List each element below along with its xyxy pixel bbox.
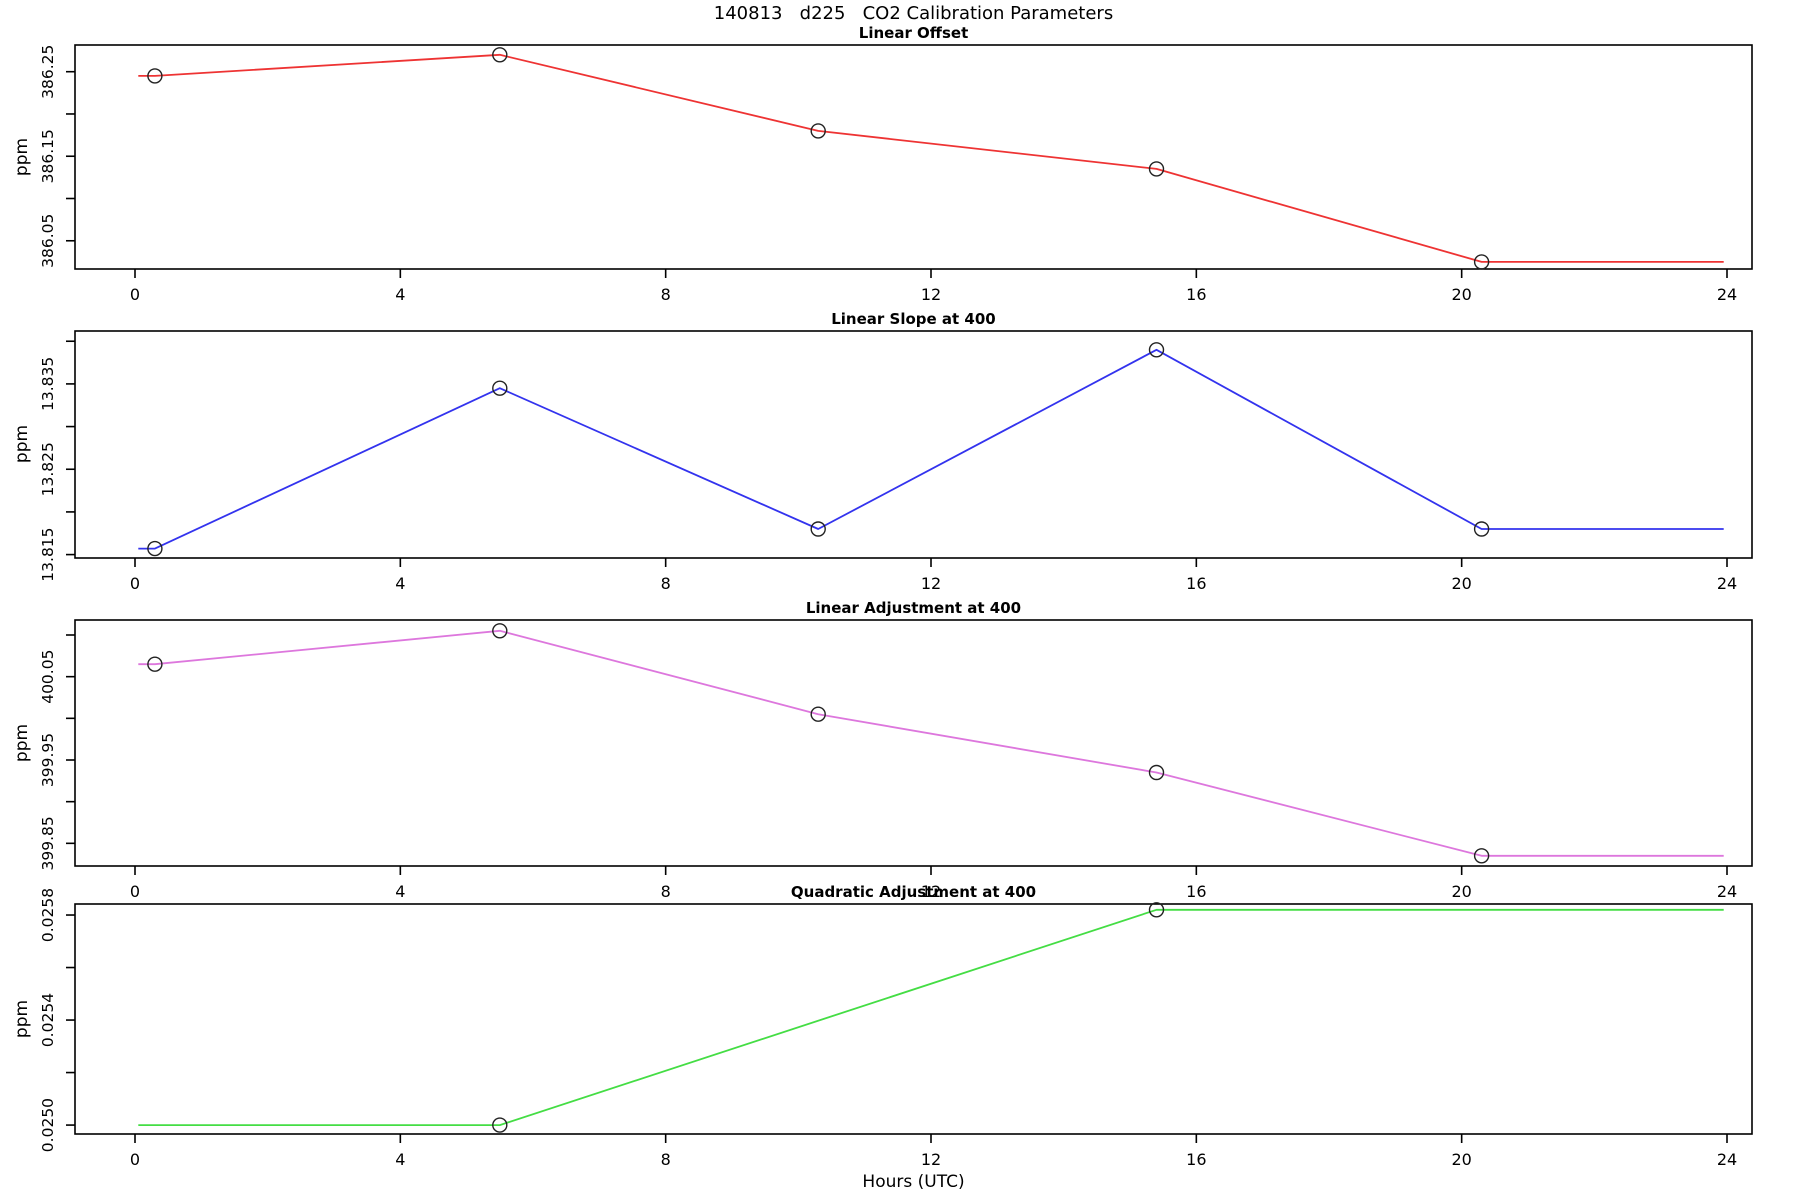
y-tick-label: 0.0250	[39, 1098, 57, 1152]
y-tick-label: 400.05	[39, 650, 57, 704]
data-point-marker	[1148, 902, 1165, 918]
x-tick-label: 12	[921, 1150, 941, 1169]
x-tick-label: 0	[130, 574, 140, 593]
data-point-marker	[492, 623, 508, 639]
y-tick-label: 399.95	[39, 733, 57, 787]
x-tick-label: 20	[1451, 1150, 1471, 1169]
series-line	[138, 629, 1724, 857]
x-tick-label: 8	[661, 574, 671, 593]
x-tick-label: 12	[921, 574, 941, 593]
main-title: 140813 d225 CO2 Calibration Parameters	[713, 3, 1114, 24]
x-tick-label: 4	[395, 285, 405, 304]
data-point-marker	[1148, 342, 1165, 358]
data-point-marker	[1473, 521, 1490, 537]
x-tick-label: 4	[395, 1150, 405, 1169]
x-axis-label: Hours (UTC)	[862, 1172, 965, 1192]
y-tick-label: 13.815	[39, 527, 57, 581]
y-tick-label: 399.85	[39, 816, 57, 870]
series-line	[138, 53, 1724, 263]
x-tick-label: 24	[1717, 285, 1737, 304]
y-tick-label: 386.05	[39, 214, 57, 268]
data-point-marker	[1148, 764, 1165, 781]
data-point-marker	[147, 540, 163, 557]
y-tick-label: 386.25	[39, 45, 57, 99]
x-tick-label: 20	[1451, 574, 1471, 593]
x-tick-label: 24	[1717, 1150, 1737, 1169]
panel-4-box	[74, 903, 1753, 1135]
x-tick-label: 20	[1451, 882, 1471, 901]
data-point-marker	[147, 68, 163, 84]
panel-2-box	[74, 330, 1753, 559]
data-point-marker	[810, 521, 826, 537]
x-tick-label: 8	[661, 1150, 671, 1169]
x-tick-label: 0	[130, 882, 140, 901]
data-point-marker	[492, 47, 508, 63]
data-point-marker	[810, 123, 826, 139]
panel-1-box	[74, 44, 1753, 270]
panel-2: 13.815 13.825 13.835 0 4 8 12 16 20 24	[39, 330, 1753, 593]
data-point-marker	[147, 656, 163, 672]
y-tick-label: 13.825	[39, 442, 57, 496]
x-tick-label: 16	[1186, 285, 1206, 304]
data-point-marker	[492, 380, 508, 396]
y-tick-label: 0.0258	[39, 888, 57, 942]
data-point-marker	[1148, 161, 1165, 177]
data-point-marker	[1473, 848, 1490, 864]
panel-3-box	[74, 619, 1753, 867]
panel-3: 399.85 399.95 400.05 0 4 8 12 16 20 24	[39, 619, 1753, 901]
x-tick-label: 0	[130, 285, 140, 304]
panel-3-title: Linear Adjustment at 400	[805, 599, 1022, 617]
x-tick-label: 12	[921, 285, 941, 304]
y-tick-label: 386.15	[39, 129, 57, 183]
x-tick-label: 16	[1186, 1150, 1206, 1169]
panel-2-title: Linear Slope at 400	[831, 310, 996, 328]
x-tick-label: 8	[661, 285, 671, 304]
series-line	[138, 908, 1724, 1126]
x-tick-label: 8	[661, 882, 671, 901]
x-tick-label: 4	[395, 574, 405, 593]
panel-1-title: Linear Offset	[858, 24, 969, 42]
data-point-marker	[1473, 254, 1490, 270]
y-tick-label: 13.835	[39, 357, 57, 411]
panel-1: 386.05 386.15 386.25 0 4 8 12 16 20 24	[39, 44, 1753, 304]
series-line	[138, 348, 1724, 550]
x-tick-label: 16	[1186, 574, 1206, 593]
x-tick-label: 4	[395, 882, 405, 901]
data-point-marker	[810, 706, 826, 722]
x-tick-label: 20	[1451, 285, 1471, 304]
x-tick-label: 12	[921, 882, 941, 901]
y-tick-label: 0.0254	[39, 993, 57, 1047]
x-tick-label: 24	[1717, 882, 1737, 901]
panel-4-title: Quadratic Adjustment at 400	[790, 883, 1037, 901]
x-tick-label: 0	[130, 1150, 140, 1169]
x-tick-label: 16	[1186, 882, 1206, 901]
x-tick-label: 24	[1717, 574, 1737, 593]
data-point-marker	[492, 1117, 508, 1133]
panel-4: 0.0250 0.0254 0.0258 0 4 8 12 16 20 24	[39, 888, 1753, 1169]
